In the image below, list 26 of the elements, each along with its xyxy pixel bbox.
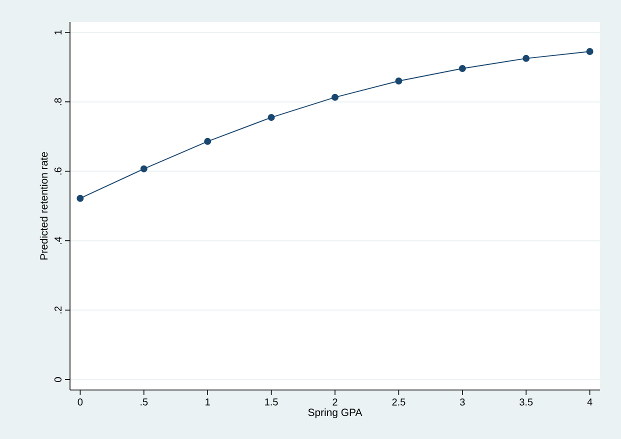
x-tick-label: 0 [78, 398, 83, 406]
y-tick-label: 0 [54, 377, 62, 382]
point [140, 165, 148, 172]
x-tick-label: 3.5 [520, 398, 533, 406]
x-tick-label: 2 [332, 398, 338, 406]
y-tick-label: .2 [54, 306, 62, 314]
x-tick-label: 1.5 [265, 398, 278, 406]
point [268, 114, 275, 121]
point [522, 54, 530, 62]
y-tick-label: 1 [54, 30, 62, 34]
point [204, 138, 212, 145]
x-tick-label: 1 [206, 398, 210, 406]
point [458, 65, 466, 72]
point [76, 194, 84, 202]
point [395, 78, 402, 85]
x-axis-title: Spring GPA [308, 408, 362, 418]
y-tick-label: .4 [54, 236, 62, 244]
y-axis-title: Predicted retention rate [40, 152, 48, 260]
x-tick-label: .5 [140, 398, 148, 406]
point [586, 48, 594, 55]
x-tick-label: 3 [460, 398, 465, 406]
y-tick-label: .6 [54, 168, 62, 175]
point [332, 94, 339, 101]
y-tick-label: .8 [54, 98, 62, 106]
x-tick-label: 2.5 [392, 398, 406, 406]
x-tick-label: 4 [587, 398, 592, 406]
